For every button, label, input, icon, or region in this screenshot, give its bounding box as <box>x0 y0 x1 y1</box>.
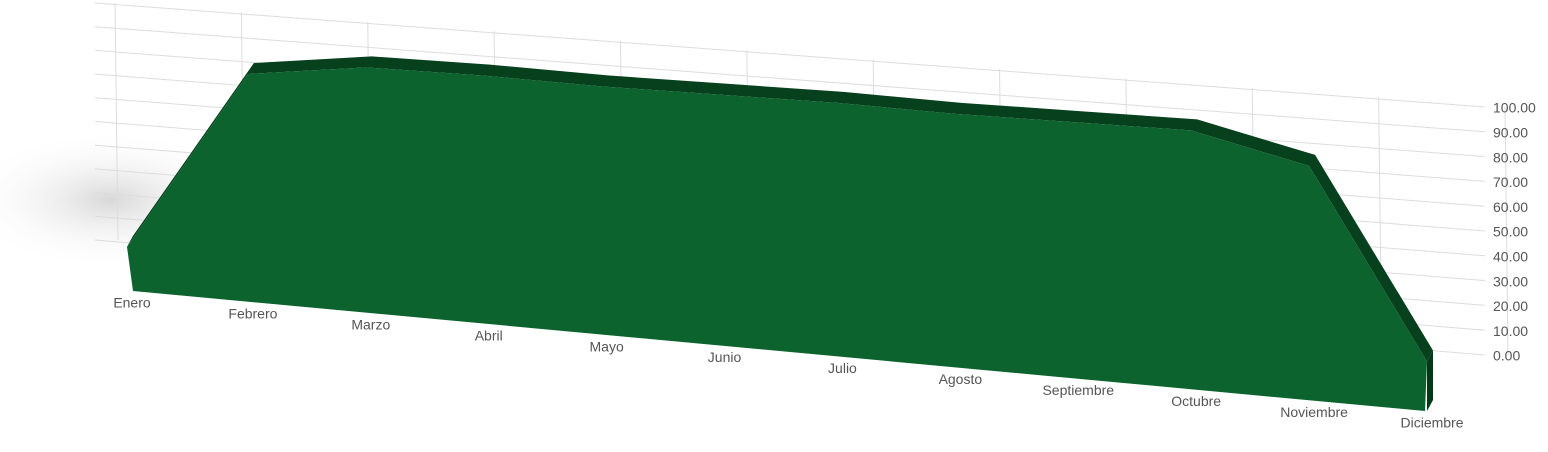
area <box>127 67 1427 411</box>
y-tick-label: 10.00 <box>1493 323 1528 339</box>
x-tick-label: Marzo <box>351 317 390 333</box>
y-tick-label: 70.00 <box>1493 174 1528 190</box>
y-tick-label: 90.00 <box>1493 125 1528 141</box>
y-tick-label: 60.00 <box>1493 199 1528 215</box>
y-tick-label: 20.00 <box>1493 298 1528 314</box>
wall-vertical-line <box>114 2 119 241</box>
y-tick-label: 40.00 <box>1493 249 1528 265</box>
x-tick-label: Enero <box>113 295 151 311</box>
area-side <box>1427 350 1433 411</box>
y-tick-label: 0.00 <box>1493 348 1520 364</box>
x-tick-label: Agosto <box>939 371 983 387</box>
y-tick-label: 100.00 <box>1493 100 1536 116</box>
y-tick-label: 80.00 <box>1493 149 1528 165</box>
x-tick-label: Octubre <box>1171 393 1221 409</box>
grid-line <box>94 26 1486 133</box>
x-tick-label: Noviembre <box>1280 404 1348 420</box>
x-tick-label: Septiembre <box>1042 382 1114 398</box>
y-tick-label: 30.00 <box>1493 273 1528 289</box>
y-tick-label: 50.00 <box>1493 224 1528 240</box>
x-tick-label: Junio <box>708 349 742 365</box>
x-tick-label: Febrero <box>228 306 277 322</box>
grid-line <box>94 2 1486 108</box>
x-tick-label: Julio <box>828 360 857 376</box>
x-tick-label: Diciembre <box>1400 415 1463 431</box>
wall-vertical-line <box>1504 106 1509 356</box>
x-tick-label: Mayo <box>590 338 624 354</box>
x-tick-label: Abril <box>475 327 503 343</box>
